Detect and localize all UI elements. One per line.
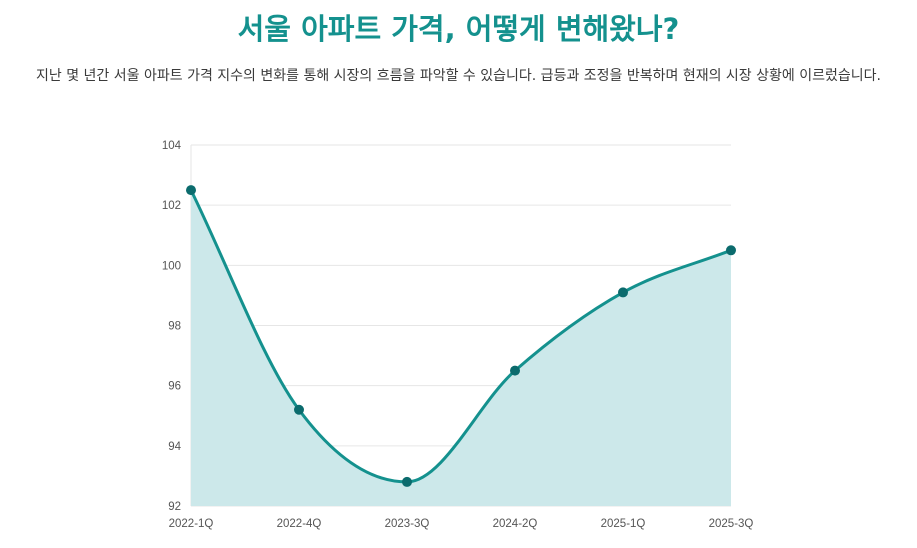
y-tick-label: 94 — [168, 441, 181, 453]
x-tick-label: 2025-1Q — [601, 518, 646, 530]
page-title: 서울 아파트 가격, 어떻게 변해왔나? — [237, 12, 680, 46]
series-area — [191, 190, 731, 506]
data-points — [186, 185, 736, 487]
data-point[interactable] — [402, 476, 412, 487]
area-fill — [191, 190, 731, 506]
x-tick-label: 2022-1Q — [169, 518, 214, 530]
data-point[interactable] — [618, 287, 628, 298]
y-axis-ticks: 92 94 96 98 100 102 104 — [162, 140, 182, 513]
page-subtitle: 지난 몇 년간 서울 아파트 가격 지수의 변화를 통해 시장의 흐름을 파악할… — [36, 68, 881, 84]
y-tick-label: 96 — [168, 381, 181, 393]
data-point[interactable] — [186, 185, 196, 196]
x-tick-label: 2024-2Q — [493, 518, 538, 530]
data-point[interactable] — [510, 365, 520, 376]
x-tick-label: 2025-3Q — [709, 518, 754, 530]
y-tick-label: 102 — [162, 200, 181, 212]
x-tick-label: 2023-3Q — [385, 518, 430, 530]
x-axis-ticks: 2022-1Q 2022-4Q 2023-3Q 2024-2Q 2025-1Q 2025-… — [169, 518, 754, 530]
y-tick-label: 98 — [168, 321, 181, 333]
y-tick-label: 100 — [162, 260, 181, 272]
x-tick-label: 2022-4Q — [277, 518, 322, 530]
y-tick-label: 104 — [162, 140, 182, 152]
data-point[interactable] — [726, 245, 736, 256]
data-point[interactable] — [294, 404, 304, 415]
y-tick-label: 92 — [168, 501, 181, 513]
